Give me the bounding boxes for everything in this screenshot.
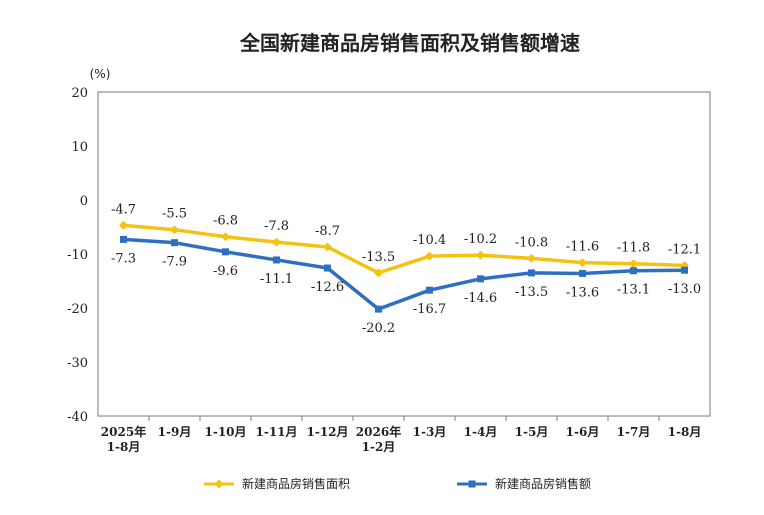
data-label: -16.7 <box>413 302 446 317</box>
legend-marker-diamond <box>214 479 224 489</box>
x-tick-label: 1-10月 <box>204 425 246 439</box>
data-label: -9.6 <box>213 264 238 279</box>
legend-label: 新建商品房销售面积 <box>242 476 350 491</box>
data-label: -12.1 <box>668 242 701 257</box>
series-group <box>119 220 689 313</box>
data-point-square <box>171 239 178 247</box>
data-point-diamond <box>170 225 179 235</box>
y-tick-label: -10 <box>67 248 88 263</box>
data-label: -7.3 <box>111 251 136 266</box>
data-point-square <box>630 267 637 275</box>
data-point-square <box>477 275 484 283</box>
data-label: -6.8 <box>213 214 238 229</box>
data-label: -10.2 <box>464 232 497 247</box>
data-point-diamond <box>374 268 383 278</box>
chart-title: 全国新建商品房销售面积及销售额增速 <box>239 31 580 55</box>
data-point-diamond <box>527 253 536 263</box>
series-line <box>123 223 685 275</box>
legend-marker-square <box>468 480 476 488</box>
data-labels: -4.7 -5.5 -6.8 -7.8 -8.7 -13.5 -10.4 -10.2 -10.8… <box>111 202 701 336</box>
data-point-square <box>120 235 127 243</box>
data-point-square <box>579 269 586 277</box>
data-label: -10.4 <box>413 233 446 248</box>
data-label: -13.5 <box>362 250 395 265</box>
data-point-diamond <box>119 220 128 230</box>
x-tick-label: 1-3月 <box>413 425 447 439</box>
x-axis: 2025年 1-8月 1-9月 1-10月 1-11月 1-12月 2026年 1-2月 1-3… <box>101 416 702 454</box>
y-tick-label: -40 <box>67 410 88 425</box>
data-label: -11.8 <box>617 241 650 256</box>
x-tick-label: 1-4月 <box>464 425 498 439</box>
data-point-diamond <box>221 232 230 242</box>
y-tick-label: 20 <box>71 86 88 101</box>
x-tick-label: 1-6月 <box>566 425 600 439</box>
data-label: -13.0 <box>668 282 701 297</box>
legend: 新建商品房销售面积 新建商品房销售额 <box>204 476 591 491</box>
y-tick-label: -20 <box>67 302 88 317</box>
data-label: -12.6 <box>311 280 344 295</box>
data-label: -13.1 <box>617 283 650 298</box>
x-tick-label: 1-7月 <box>617 425 651 439</box>
data-point-square <box>273 256 280 264</box>
y-axis: 20 10 0 -10 -20 -30 -40 <box>67 86 88 425</box>
y-tick-label: 10 <box>71 140 88 155</box>
data-point-diamond <box>425 251 434 261</box>
data-label: -7.9 <box>162 255 187 270</box>
data-point-square <box>324 264 331 272</box>
y-tick-label: -30 <box>67 356 88 371</box>
x-tick-label: 1-5月 <box>515 425 549 439</box>
data-label: -20.2 <box>362 321 395 336</box>
data-label: -7.8 <box>264 219 289 234</box>
data-point-square <box>375 305 382 313</box>
data-point-diamond <box>629 259 638 269</box>
x-tick-label: 1-8月 <box>668 425 702 439</box>
data-label: -13.5 <box>515 285 548 300</box>
data-label: -8.7 <box>315 224 340 239</box>
x-tick-label: 2025年 1-8月 <box>101 424 146 454</box>
data-point-diamond <box>578 258 587 268</box>
data-point-diamond <box>272 237 281 247</box>
data-label: -4.7 <box>111 202 136 217</box>
data-point-diamond <box>323 242 332 252</box>
series-line <box>123 237 685 311</box>
data-label: -5.5 <box>162 207 187 222</box>
data-point-square <box>681 266 688 274</box>
x-tick-label: 1-11月 <box>255 425 297 439</box>
data-point-square <box>222 248 229 256</box>
data-label: -14.6 <box>464 291 497 306</box>
y-tick-label: 0 <box>80 194 88 209</box>
data-point-diamond <box>476 250 485 260</box>
data-point-square <box>426 286 433 294</box>
data-label: -10.8 <box>515 235 548 250</box>
x-tick-label: 1-9月 <box>158 425 192 439</box>
legend-label: 新建商品房销售额 <box>495 476 591 491</box>
x-tick-label: 1-12月 <box>306 425 348 439</box>
data-label: -13.6 <box>566 285 599 300</box>
y-axis-unit: (%) <box>90 67 111 81</box>
x-tick-label: 2026年 1-2月 <box>356 424 401 454</box>
data-label: -11.1 <box>260 272 293 287</box>
data-point-square <box>528 269 535 277</box>
data-label: -11.6 <box>566 240 599 255</box>
